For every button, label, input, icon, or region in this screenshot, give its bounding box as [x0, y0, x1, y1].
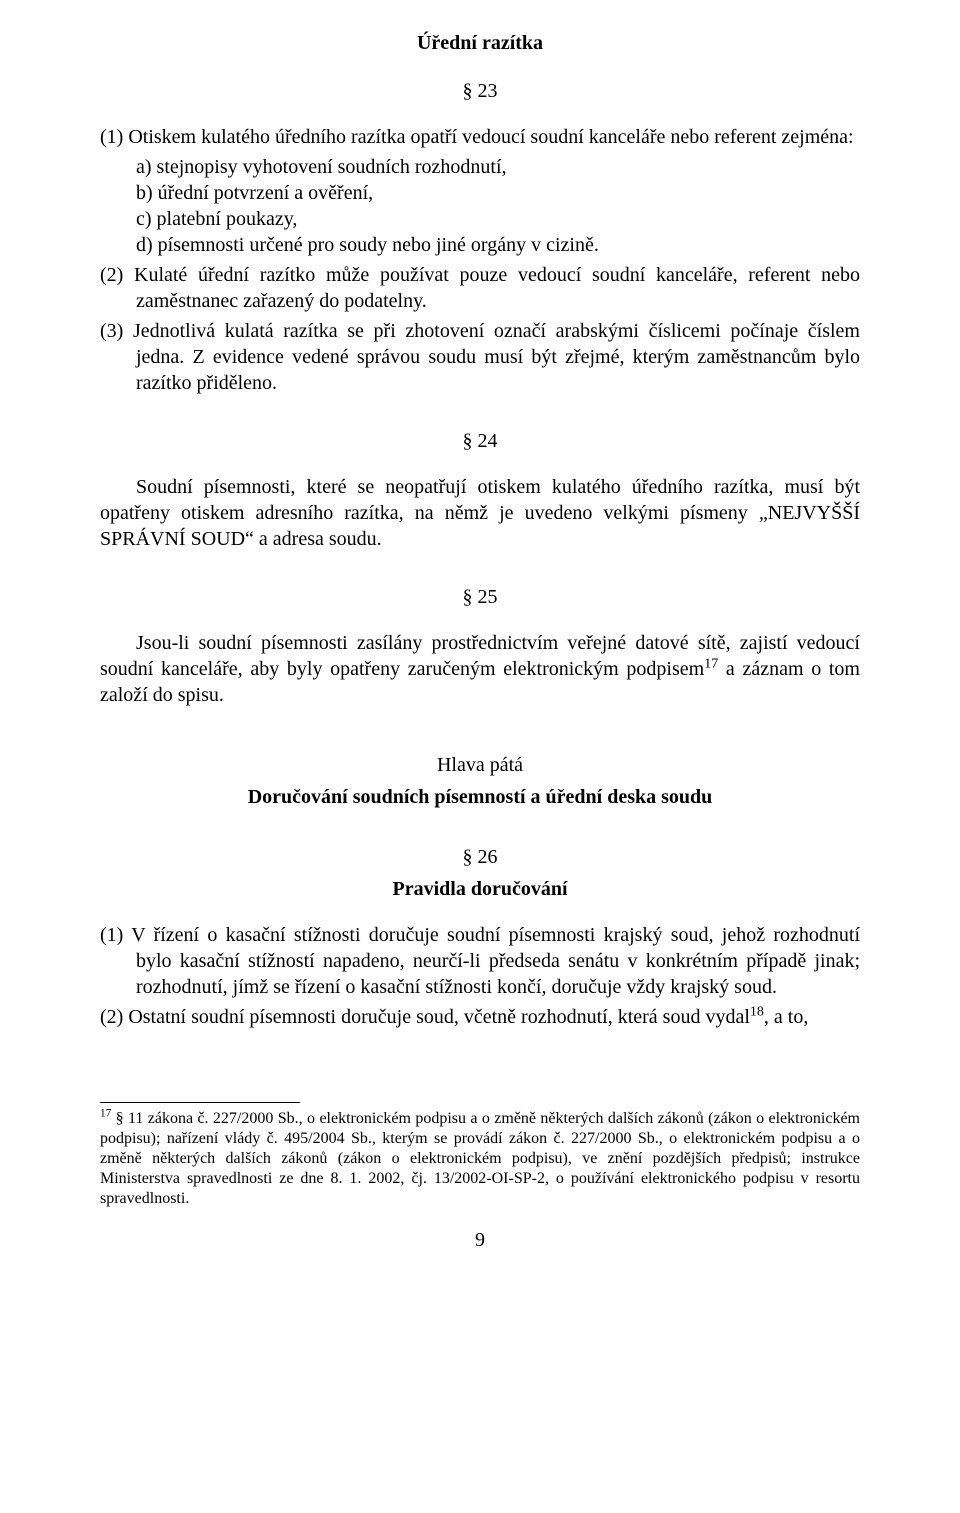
sec23-p3: (3) Jednotlivá kulatá razítka se při zho…	[100, 318, 860, 396]
footnote-ref-18: 18	[750, 1004, 764, 1019]
sec23-p1-d: d) písemnosti určené pro soudy nebo jiné…	[100, 232, 860, 258]
footnote-rule	[100, 1102, 300, 1103]
footnote-17-text: § 11 zákona č. 227/2000 Sb., o elektroni…	[100, 1110, 860, 1207]
sec25-body: Jsou-li soudní písemnosti zasílány prost…	[100, 630, 860, 708]
section-24-mark: § 24	[100, 428, 860, 454]
chapter-5-label: Hlava pátá	[100, 752, 860, 778]
sec23-p1-c: c) platební poukazy,	[100, 206, 860, 232]
sec23-p1-b: b) úřední potvrzení a ověření,	[100, 180, 860, 206]
footnote-ref-17: 17	[704, 656, 718, 671]
sec26-p2: (2) Ostatní soudní písemnosti doručuje s…	[100, 1004, 860, 1030]
footnote-17-marker: 17	[100, 1108, 111, 1120]
section-25-mark: § 25	[100, 584, 860, 610]
chapter-5-title: Doručování soudních písemností a úřední …	[100, 784, 860, 810]
sec26-p2-pre: (2) Ostatní soudní písemnosti doručuje s…	[100, 1006, 750, 1028]
sec23-p1-lead: (1) Otiskem kulatého úředního razítka op…	[100, 124, 860, 150]
section-26-mark: § 26	[100, 844, 860, 870]
sec26-p1: (1) V řízení o kasační stížnosti doručuj…	[100, 922, 860, 1000]
sec26-p2-post: , a to,	[764, 1006, 808, 1028]
section-23-mark: § 23	[100, 78, 860, 104]
section-26-subtitle: Pravidla doručování	[100, 876, 860, 902]
section-23-title: Úřední razítka	[100, 30, 860, 56]
footnote-17: 17 § 11 zákona č. 227/2000 Sb., o elektr…	[100, 1109, 860, 1209]
page-number: 9	[100, 1227, 860, 1253]
sec23-p2: (2) Kulaté úřední razítko může používat …	[100, 262, 860, 314]
sec24-body: Soudní písemnosti, které se neopatřují o…	[100, 474, 860, 552]
sec23-p1-a: a) stejnopisy vyhotovení soudních rozhod…	[100, 154, 860, 180]
